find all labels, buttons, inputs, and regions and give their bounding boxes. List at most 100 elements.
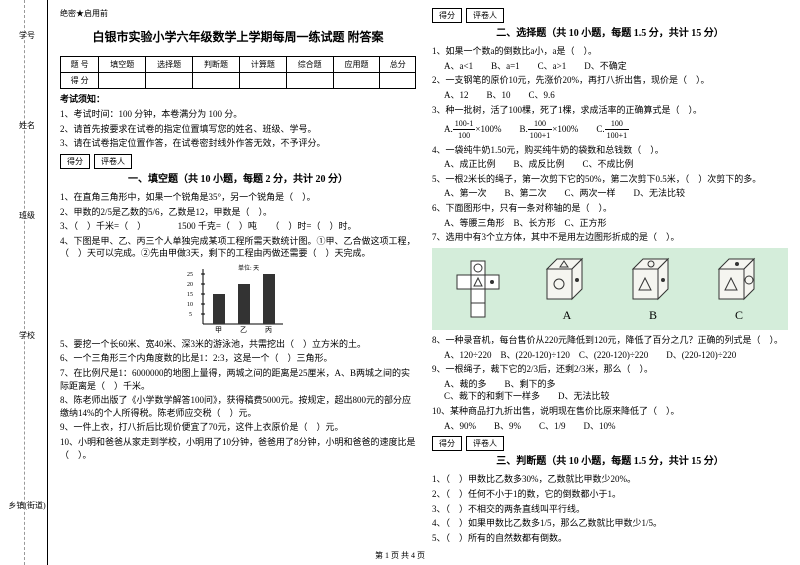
notice-item: 1、考试时间：100 分钟，本卷满分为 100 分。 <box>60 108 416 121</box>
q-item: 6、下面图形中，只有一条对称轴的是（ ）。 <box>432 202 788 215</box>
cube-label: B <box>623 307 683 324</box>
score-cell <box>333 73 380 89</box>
frac-suffix: ×100% <box>475 124 501 134</box>
q-item: 6、一个三角形三个内角度数的比是1：2:3，这是一个（ ）三角形。 <box>60 352 416 365</box>
q-opts: A、12 B、10 C、9.6 <box>444 89 788 102</box>
q-item: 1、如果一个数a的倒数比a小，a是（ ）。 <box>432 45 788 58</box>
score-box: 得分 <box>432 8 462 23</box>
table-row: 题 号 填空题 选择题 判断题 计算题 综合题 应用题 总分 <box>61 56 416 72</box>
bar-chart: 5 10 15 20 25 甲 乙 丙 单位: 天 <box>183 264 293 334</box>
q-item: 9、一根绳子，裁下它的2/3后，还剩2/3米，那么（ ）。 <box>432 363 788 376</box>
frac-n: 100 <box>528 118 553 130</box>
score-header: 选择题 <box>146 56 193 72</box>
cube-label: A <box>537 307 597 324</box>
opt-label: B. <box>520 124 528 134</box>
q-opts: A、120÷220 B、(220-120)÷120 C、(220-120)÷22… <box>444 349 788 362</box>
score-header: 题 号 <box>61 56 99 72</box>
q-item: 1、在直角三角形中，如果一个锐角是35°，另一个锐角是（ ）。 <box>60 191 416 204</box>
q-item: 10、小明和爸爸从家走到学校，小明用了10分钟，爸爸用了8分钟，小明和爸爸的速度… <box>60 436 416 461</box>
q-opts: A、第一次 B、第二次 C、两次一样 D、无法比较 <box>444 187 788 200</box>
classification: 绝密★启用前 <box>60 8 416 19</box>
q-item: 8、一种录音机，每台售价从220元降低到120元，降低了百分之几？正确的列式是（… <box>432 334 788 347</box>
page-footer: 第 1 页 共 4 页 <box>0 550 800 561</box>
score-cell <box>193 73 240 89</box>
score-table: 题 号 填空题 选择题 判断题 计算题 综合题 应用题 总分 得 分 <box>60 56 416 89</box>
margin-dotted-line <box>24 0 25 565</box>
q-item: 4、（ ）如果甲数比乙数多1/5，那么乙数就比甲数少1/5。 <box>432 517 788 530</box>
reviewer-box: 评卷人 <box>466 436 504 451</box>
notice-title: 考试须知： <box>60 93 416 106</box>
cube-label: C <box>709 307 769 324</box>
cube-a: A <box>537 254 597 324</box>
q-item: 1、（ ）甲数比乙数多30%，乙数就比甲数少20%。 <box>432 473 788 486</box>
q-opts: A、a<1 B、a=1 C、a>1 D、不确定 <box>444 60 788 73</box>
q-item: 3、（ ）千米=（ ） 1500 千克=（ ）吨 （ ）时=（ ）时。 <box>60 220 416 233</box>
frac-n: 100 <box>605 118 630 130</box>
q-opts: A、等腰三角形 B、长方形 C、正方形 <box>444 217 788 230</box>
score-header: 计算题 <box>239 56 286 72</box>
score-header: 综合题 <box>286 56 333 72</box>
q-opts: A、裁的多 B、剩下的多 <box>444 378 788 391</box>
svg-text:25: 25 <box>187 272 193 278</box>
frac-n: 100-1 <box>453 118 476 130</box>
frac-d: 100 <box>453 130 476 141</box>
q-item: 2、（ ）任何不小于1的数，它的倒数都小于1。 <box>432 488 788 501</box>
score-header: 填空题 <box>99 56 146 72</box>
score-cell <box>146 73 193 89</box>
section3-head: 得分 评卷人 <box>432 436 788 451</box>
formula-opt: B.100100+1×100% <box>520 118 579 141</box>
table-row: 得 分 <box>61 73 416 89</box>
score-header: 应用题 <box>333 56 380 72</box>
left-column: 绝密★启用前 白银市实验小学六年级数学上学期每周一练试题 附答案 题 号 填空题… <box>52 4 424 561</box>
q-item: 10、某种商品打九折出售，说明现在售价比原来降低了（ ）。 <box>432 405 788 418</box>
svg-text:甲: 甲 <box>215 326 222 334</box>
q-item: 2、一支钢笔的原价10元，先涨价20%，再打八折出售，现价是（ ）。 <box>432 74 788 87</box>
svg-text:丙: 丙 <box>265 326 272 334</box>
score-cell <box>99 73 146 89</box>
notice-item: 2、请首先按要求在试卷的指定位置填写您的姓名、班级、学号。 <box>60 123 416 136</box>
q-item: 9、一件上衣，打八折后比现价便宜了70元，这件上衣原价是（ ）元。 <box>60 421 416 434</box>
score-box: 得分 <box>432 436 462 451</box>
score-header: 总分 <box>380 56 416 72</box>
svg-text:15: 15 <box>187 292 193 298</box>
q-item: 3、种一批树，活了100棵，死了1棵，求成活率的正确算式是（ ）。 <box>432 104 788 117</box>
margin-label-xuehao: 学号 <box>7 30 47 41</box>
margin-label-xiangzhen: 乡镇(街道) <box>7 500 47 511</box>
formula-opt: A.100-1100×100% <box>444 118 502 141</box>
section2-head: 得分 评卷人 <box>432 8 788 23</box>
q-item: 7、选用中有3个立方体，其中不是用左边图形折成的是（ ）。 <box>432 231 788 244</box>
formula-row: A.100-1100×100% B.100100+1×100% C.100100… <box>444 118 788 141</box>
frac-d: 100+1 <box>605 130 630 141</box>
q-opts: A、90% B、9% C、1/9 D、10% <box>444 420 788 433</box>
section1-head: 得分 评卷人 <box>60 154 416 169</box>
margin-label-xingming: 姓名 <box>7 120 47 131</box>
margin-label-banji: 班级 <box>7 210 47 221</box>
reviewer-box: 评卷人 <box>94 154 132 169</box>
svg-text:5: 5 <box>189 312 192 318</box>
q-item: 4、一袋纯牛奶1.50元，购买纯牛奶的袋数和总钱数（ ）。 <box>432 144 788 157</box>
margin-label-xuexiao: 学校 <box>7 330 47 341</box>
svg-text:10: 10 <box>187 302 193 308</box>
section1-title: 一、填空题（共 10 小题，每题 2 分，共计 20 分） <box>60 173 416 187</box>
opt-label: A. <box>444 124 453 134</box>
svg-text:20: 20 <box>187 282 193 288</box>
notice-item: 3、请在试卷指定位置作答，在试卷密封线外作答无效，不予评分。 <box>60 137 416 150</box>
reviewer-box: 评卷人 <box>466 8 504 23</box>
exam-title: 白银市实验小学六年级数学上学期每周一练试题 附答案 <box>60 29 416 46</box>
opt-label: C. <box>596 124 604 134</box>
svg-text:乙: 乙 <box>240 326 247 334</box>
cube-b: B <box>623 254 683 324</box>
formula-opt: C.100100+1 <box>596 118 629 141</box>
q-item: 5、（ ）所有的自然数都有倒数。 <box>432 532 788 545</box>
section3-title: 三、判断题（共 10 小题，每题 1.5 分，共计 15 分） <box>432 455 788 469</box>
q-item: 8、陈老师出版了《小学数学解答100问》，获得稿费5000元。按规定，超出800… <box>60 394 416 419</box>
score-cell <box>286 73 333 89</box>
score-cell <box>380 73 416 89</box>
q-item: 5、要挖一个长60米、宽40米、深3米的游泳池，共需挖出（ ）立方米的土。 <box>60 338 416 351</box>
q-opts: C、裁下的和剩下一样多 D、无法比较 <box>444 390 788 403</box>
cube-c: C <box>709 254 769 324</box>
q-opts: A、成正比例 B、成反比例 C、不成比例 <box>444 158 788 171</box>
q-item: 3、（ ）不相交的两条直线叫平行线。 <box>432 503 788 516</box>
q-item: 5、一根2米长的绳子，第一次剪下它的50%，第二次剪下0.5米，（ ）次剪下的多… <box>432 173 788 186</box>
score-cell <box>239 73 286 89</box>
